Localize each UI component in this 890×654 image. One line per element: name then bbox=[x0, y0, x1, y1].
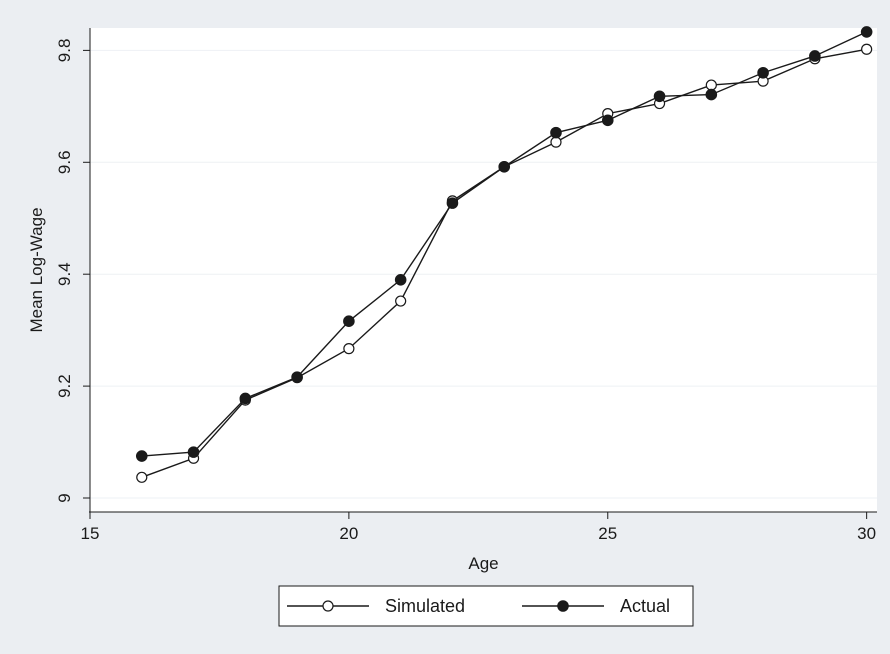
point-actual-27 bbox=[705, 88, 718, 101]
point-actual-24 bbox=[550, 126, 562, 139]
point-actual-23 bbox=[498, 160, 511, 173]
point-simulated-30 bbox=[861, 43, 873, 55]
point-actual-21 bbox=[394, 273, 407, 286]
plot-area bbox=[90, 28, 877, 512]
x-tick-label-3: 30 bbox=[857, 524, 876, 543]
point-simulated-20 bbox=[343, 343, 355, 355]
axes bbox=[89, 28, 877, 513]
x-tick-label-1: 20 bbox=[339, 524, 358, 543]
point-actual-29 bbox=[809, 50, 821, 62]
point-simulated-16 bbox=[136, 471, 148, 483]
legend-label-simulated: Simulated bbox=[385, 596, 465, 616]
x-tick-label-0: 15 bbox=[81, 524, 100, 543]
point-actual-20 bbox=[343, 315, 355, 327]
ticks: 9 9.2 9.4 9.6 9.8 15 20 25 30 bbox=[55, 39, 876, 543]
point-simulated-24 bbox=[550, 136, 562, 148]
legend: Simulated Actual bbox=[278, 585, 694, 627]
point-actual-22 bbox=[446, 197, 459, 209]
legend-swatch-actual-marker bbox=[557, 600, 569, 612]
point-actual-16 bbox=[135, 450, 148, 462]
legend-label-actual: Actual bbox=[620, 596, 670, 616]
y-tick-label-4: 9.8 bbox=[55, 39, 74, 63]
y-axis-label: Mean Log-Wage bbox=[27, 207, 46, 332]
point-actual-19 bbox=[291, 371, 303, 383]
point-actual-26 bbox=[653, 90, 666, 103]
gridlines bbox=[90, 49, 877, 499]
legend-swatch-simulated-marker bbox=[322, 600, 334, 612]
series bbox=[135, 26, 873, 483]
point-actual-17 bbox=[187, 446, 200, 458]
x-axis-label: Age bbox=[468, 554, 498, 573]
point-actual-30 bbox=[860, 26, 873, 38]
point-simulated-21 bbox=[395, 295, 407, 307]
y-tick-label-0: 9 bbox=[55, 493, 74, 502]
y-tick-label-1: 9.2 bbox=[55, 374, 74, 398]
point-actual-28 bbox=[757, 66, 769, 79]
point-simulated-27 bbox=[705, 79, 717, 91]
x-tick-label-2: 25 bbox=[598, 524, 617, 543]
y-tick-label-2: 9.4 bbox=[55, 262, 74, 286]
point-actual-25 bbox=[601, 114, 614, 127]
point-actual-18 bbox=[239, 392, 252, 405]
y-tick-label-3: 9.6 bbox=[55, 150, 74, 174]
